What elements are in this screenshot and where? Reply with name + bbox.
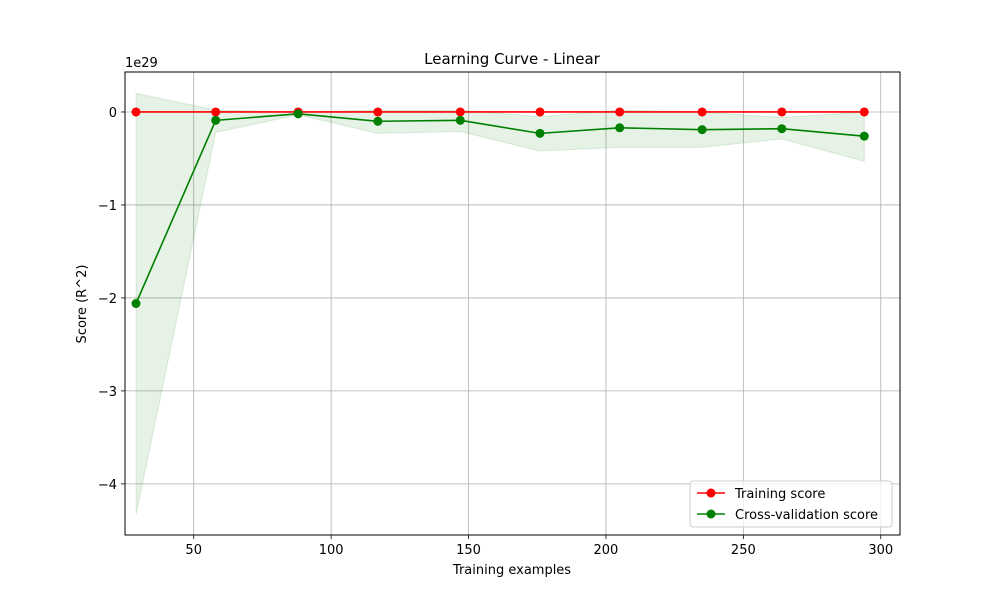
x-axis-title: Training examples <box>452 563 571 578</box>
series-1-point <box>131 299 141 308</box>
y-tick-label: 0 <box>109 106 117 121</box>
y-tick-label: −4 <box>98 478 117 493</box>
series-0-point <box>373 107 383 117</box>
series-1-point <box>455 115 465 125</box>
plot-area-frame <box>124 71 901 536</box>
legend-cv-label: Cross-validation score <box>735 508 878 523</box>
y-tick-label: −1 <box>98 199 117 214</box>
y-tick-label: −3 <box>98 385 117 400</box>
legend-box <box>689 480 893 528</box>
series-0-point <box>535 107 545 117</box>
series-0-point <box>859 107 869 117</box>
y-axis-title: Score (R^2) <box>75 265 90 344</box>
series-0-point <box>615 107 625 117</box>
series-1-point <box>859 131 869 141</box>
series-0-point <box>697 107 707 117</box>
series-1-line <box>135 113 865 304</box>
series-1-point <box>697 125 707 135</box>
legend-training-label: Training score <box>734 487 825 502</box>
legend-training-marker <box>706 488 716 498</box>
series-1-point <box>777 124 787 134</box>
series-0-point <box>777 107 787 117</box>
series-0-point <box>455 107 465 117</box>
legend: Training score Cross-validation score <box>689 480 893 528</box>
series-1-point <box>293 109 303 119</box>
x-tick-label: 250 <box>731 543 756 558</box>
x-tick-label: 50 <box>185 543 202 558</box>
x-tick-label: 100 <box>319 543 344 558</box>
y-tick-label: −2 <box>98 292 117 307</box>
axis-ticks: 50 100 150 200 250 300 0 −1 −2 −3 −4 <box>98 106 893 558</box>
series-0-point <box>131 107 141 117</box>
series-1-point <box>535 128 545 138</box>
x-tick-label: 300 <box>868 543 893 558</box>
y-axis-offset-label: 1e29 <box>125 56 158 71</box>
series-lines <box>131 107 869 308</box>
series-1-point <box>211 115 221 125</box>
chart-title: Learning Curve - Linear <box>424 50 601 68</box>
x-tick-label: 200 <box>594 543 619 558</box>
x-tick-label: 150 <box>456 543 481 558</box>
series-1-point <box>615 123 625 133</box>
series-1-point <box>373 116 383 126</box>
series-0-point <box>211 107 221 117</box>
legend-cv-marker <box>706 509 716 519</box>
